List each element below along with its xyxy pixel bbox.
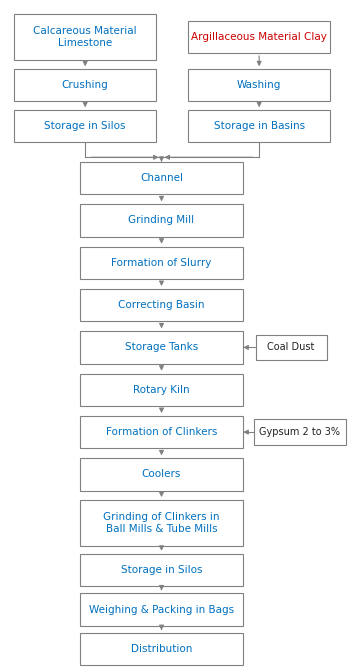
FancyBboxPatch shape — [80, 162, 243, 194]
FancyBboxPatch shape — [14, 14, 156, 60]
FancyBboxPatch shape — [188, 21, 330, 53]
FancyBboxPatch shape — [80, 458, 243, 491]
FancyBboxPatch shape — [254, 419, 346, 445]
FancyBboxPatch shape — [80, 416, 243, 448]
FancyBboxPatch shape — [14, 110, 156, 142]
Text: Formation of Slurry: Formation of Slurry — [111, 258, 212, 267]
Text: Gypsum 2 to 3%: Gypsum 2 to 3% — [260, 427, 340, 437]
FancyBboxPatch shape — [256, 335, 327, 360]
Text: Grinding Mill: Grinding Mill — [129, 216, 195, 225]
FancyBboxPatch shape — [80, 331, 243, 364]
Text: Storage in Basins: Storage in Basins — [214, 122, 305, 131]
Text: Distribution: Distribution — [131, 644, 192, 654]
Text: Calcareous Material
Limestone: Calcareous Material Limestone — [33, 26, 137, 48]
Text: Washing: Washing — [237, 81, 281, 90]
Text: Coolers: Coolers — [142, 470, 181, 479]
Text: Storage in Silos: Storage in Silos — [44, 122, 126, 131]
FancyBboxPatch shape — [80, 204, 243, 237]
FancyBboxPatch shape — [14, 69, 156, 101]
FancyBboxPatch shape — [188, 110, 330, 142]
Text: Weighing & Packing in Bags: Weighing & Packing in Bags — [89, 605, 234, 614]
FancyBboxPatch shape — [80, 289, 243, 321]
Text: Coal Dust: Coal Dust — [267, 343, 315, 352]
FancyBboxPatch shape — [80, 247, 243, 279]
Text: Argillaceous Material Clay: Argillaceous Material Clay — [191, 32, 327, 42]
FancyBboxPatch shape — [80, 500, 243, 546]
Text: Formation of Clinkers: Formation of Clinkers — [106, 427, 217, 437]
Text: Storage in Silos: Storage in Silos — [121, 565, 202, 575]
FancyBboxPatch shape — [80, 633, 243, 665]
FancyBboxPatch shape — [188, 69, 330, 101]
Text: Correcting Basin: Correcting Basin — [118, 300, 205, 310]
FancyBboxPatch shape — [80, 554, 243, 586]
Text: Storage Tanks: Storage Tanks — [125, 343, 198, 352]
FancyBboxPatch shape — [80, 593, 243, 626]
FancyBboxPatch shape — [80, 374, 243, 406]
Text: Grinding of Clinkers in
Ball Mills & Tube Mills: Grinding of Clinkers in Ball Mills & Tub… — [103, 511, 220, 534]
Text: Channel: Channel — [140, 173, 183, 183]
Text: Rotary Kiln: Rotary Kiln — [133, 385, 190, 394]
Text: Crushing: Crushing — [62, 81, 109, 90]
